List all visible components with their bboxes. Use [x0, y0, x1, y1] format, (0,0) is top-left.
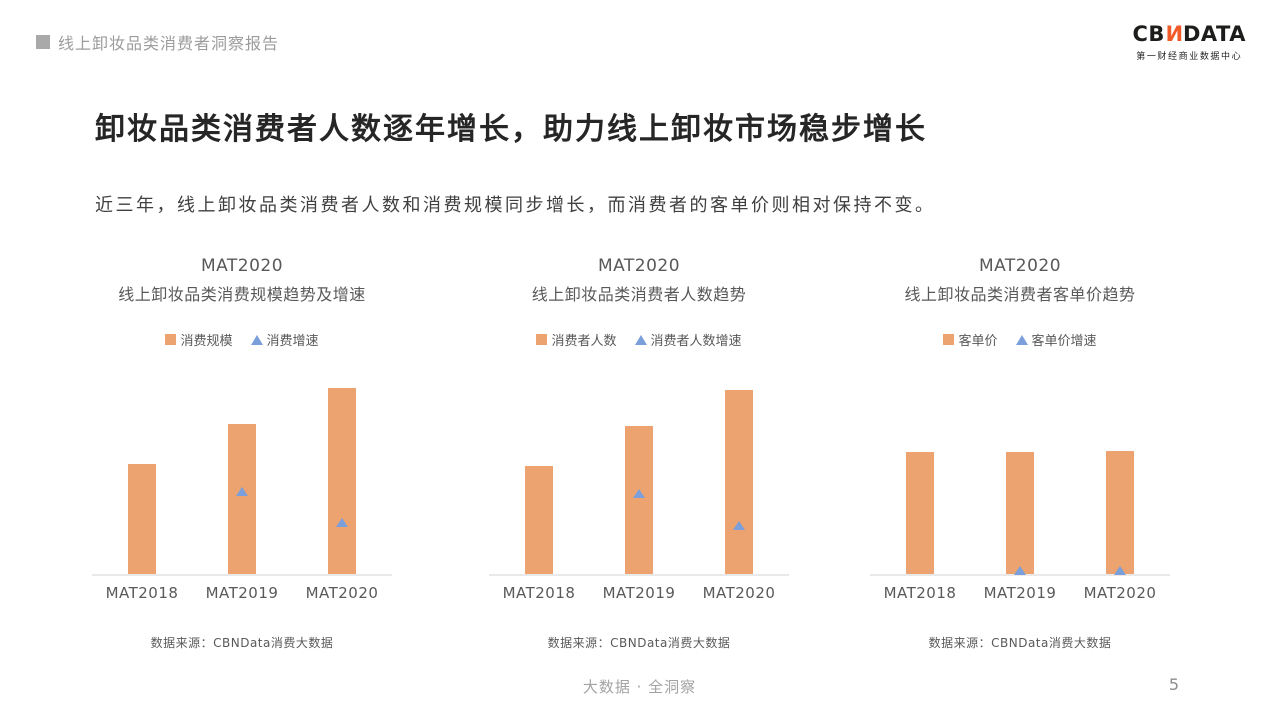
legend-item-bar: 客单价: [943, 330, 998, 349]
legend-label: 消费者人数增速: [650, 334, 742, 349]
data-source-note: 数据来源：CBNData消费大数据: [547, 636, 731, 650]
cbndata-logo-subtitle: 第一财经商业数据中心: [1136, 52, 1243, 62]
growth-marker-MAT2020: [335, 518, 348, 527]
x-axis-label: MAT2020: [1083, 584, 1157, 602]
x-axis-label: MAT2020: [305, 584, 379, 602]
legend-label: 消费者人数: [551, 334, 617, 349]
bar-MAT2019: [1006, 452, 1034, 574]
data-source-note: 数据来源：CBNData消费大数据: [150, 636, 334, 650]
bar-MAT2019: [625, 426, 653, 574]
legend-item-growth: 客单价增速: [1015, 330, 1097, 349]
x-axis-label: MAT2018: [105, 584, 179, 602]
legend-label: 消费规模: [180, 334, 233, 349]
growth-marker-MAT2019: [633, 489, 645, 498]
page-description: 近三年，线上卸妆品类消费者人数和消费规模同步增长，而消费者的客单价则相对保持不变…: [95, 195, 936, 216]
growth-marker-MAT2019: [236, 487, 248, 496]
chart-legend: 客单价 客单价增速: [870, 330, 1170, 349]
legend-item-bar: 消费规模: [165, 330, 233, 349]
chart-subtitle: 线上卸妆品类消费者客单价趋势: [904, 285, 1136, 304]
report-title: 线上卸妆品类消费者洞察报告: [58, 34, 280, 53]
bar-MAT2019: [228, 424, 256, 574]
legend-item-bar: 消费者人数: [536, 330, 617, 349]
bar-MAT2018: [906, 452, 934, 574]
logo-data-text: DATA: [1182, 22, 1246, 46]
x-axis-labels: MAT2018 MAT2019 MAT2020: [489, 584, 789, 602]
legend-item-growth: 消费增速: [250, 330, 319, 349]
x-axis-label: MAT2018: [502, 584, 576, 602]
chart-subtitle: 线上卸妆品类消费者人数趋势: [531, 285, 747, 304]
chart-plot-area: [92, 386, 392, 576]
page-title: 卸妆品类消费者人数逐年增长，助力线上卸妆市场稳步增长: [95, 112, 927, 148]
triangle-swatch-icon: [1015, 334, 1028, 345]
x-axis-label: MAT2019: [205, 584, 279, 602]
chart-consumption-scale: MAT2020 线上卸妆品类消费规模趋势及增速 消费规模 消费增速 MAT201…: [92, 255, 392, 651]
x-axis-labels: MAT2018 MAT2019 MAT2020: [92, 584, 392, 602]
growth-marker-MAT2020: [1113, 566, 1126, 575]
logo-n-accent: N: [1164, 22, 1183, 46]
chart-period-title: MAT2020: [597, 256, 681, 276]
triangle-swatch-icon: [634, 334, 647, 345]
x-axis-label: MAT2018: [883, 584, 957, 602]
bar-MAT2020: [1105, 451, 1134, 574]
chart-plot-area: [489, 386, 789, 576]
bar-MAT2020: [327, 388, 356, 574]
report-tag: 线上卸妆品类消费者洞察报告: [36, 30, 279, 54]
x-axis-labels: MAT2018 MAT2019 MAT2020: [870, 584, 1170, 602]
growth-marker-MAT2020: [732, 521, 745, 530]
bar-swatch-icon: [536, 334, 548, 345]
x-axis-label: MAT2019: [983, 584, 1057, 602]
cbndata-logo-wordmark: CBNDATA: [1132, 22, 1246, 46]
logo-cb-text: CB: [1132, 22, 1165, 46]
triangle-swatch-icon: [250, 334, 263, 345]
footer-slogan: 大数据 · 全洞察: [582, 678, 697, 696]
chart-consumer-count: MAT2020 线上卸妆品类消费者人数趋势 消费者人数 消费者人数增速 MAT2…: [489, 255, 789, 651]
bar-MAT2018: [525, 466, 553, 574]
x-axis-label: MAT2019: [602, 584, 676, 602]
square-bullet-icon: [36, 35, 50, 49]
legend-item-growth: 消费者人数增速: [634, 330, 742, 349]
data-source-note: 数据来源：CBNData消费大数据: [928, 636, 1112, 650]
chart-legend: 消费规模 消费增速: [92, 330, 392, 349]
cbndata-logo: CBNDATA 第一财经商业数据中心: [1132, 22, 1246, 62]
bar-swatch-icon: [165, 334, 177, 345]
chart-price-per-customer: MAT2020 线上卸妆品类消费者客单价趋势 客单价 客单价增速 MAT2018…: [870, 255, 1170, 651]
growth-marker-MAT2019: [1014, 566, 1026, 575]
legend-label: 客单价增速: [1031, 334, 1097, 349]
page-number: 5: [1168, 675, 1179, 694]
bar-MAT2018: [128, 464, 156, 574]
chart-subtitle: 线上卸妆品类消费规模趋势及增速: [118, 285, 366, 304]
legend-label: 客单价: [958, 334, 998, 349]
x-axis-label: MAT2020: [702, 584, 776, 602]
chart-period-title: MAT2020: [978, 256, 1062, 276]
bar-swatch-icon: [943, 334, 955, 345]
legend-label: 消费增速: [266, 334, 319, 349]
chart-period-title: MAT2020: [200, 256, 284, 276]
chart-legend: 消费者人数 消费者人数增速: [489, 330, 789, 349]
chart-plot-area: [870, 386, 1170, 576]
bar-MAT2020: [724, 390, 753, 574]
